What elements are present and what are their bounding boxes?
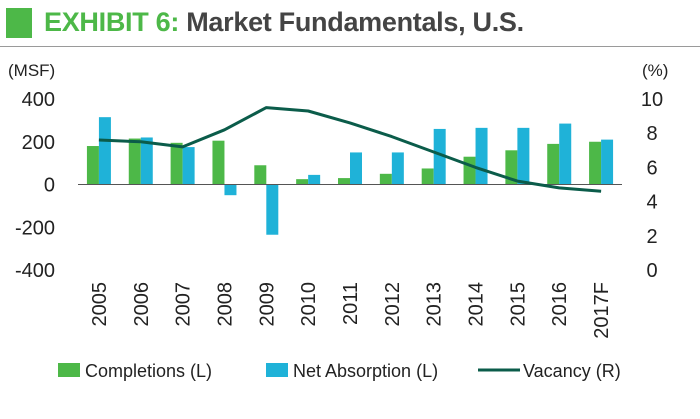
- category-label: 2012: [382, 282, 404, 327]
- right-tick-label: 8: [646, 123, 657, 145]
- completions-bar: [212, 140, 225, 185]
- net-absorption-bar: [308, 174, 321, 185]
- completions-bar: [170, 142, 183, 185]
- completions-bar: [128, 138, 141, 185]
- legend-swatch-completions: [58, 363, 80, 377]
- net-absorption-bar: [601, 139, 614, 185]
- net-absorption-bar: [98, 117, 111, 185]
- chart-header: EXHIBIT 6: Market Fundamentals, U.S.: [0, 0, 700, 60]
- completions-bar: [338, 178, 350, 185]
- net-absorption-bar: [224, 184, 237, 196]
- left-axis-unit: (MSF): [8, 61, 55, 80]
- category-label: 2017F: [591, 282, 613, 339]
- completions-bar: [421, 168, 434, 185]
- accent-block: [6, 8, 32, 38]
- completions-bar: [505, 150, 518, 185]
- category-label: 2011: [340, 282, 362, 325]
- net-absorption-bar: [140, 137, 153, 185]
- completions-bar: [254, 165, 267, 185]
- category-label: 2007: [173, 282, 195, 327]
- completions-bar: [547, 143, 560, 185]
- net-absorption-bar: [433, 128, 446, 185]
- category-label: 2006: [131, 282, 153, 327]
- category-label: 2005: [89, 282, 111, 327]
- left-tick-label: 200: [22, 132, 55, 154]
- net-absorption-bar: [559, 123, 572, 185]
- left-tick-label: -200: [15, 217, 55, 239]
- net-absorption-bar: [391, 152, 404, 185]
- category-label: 2009: [256, 282, 278, 327]
- category-label: 2015: [507, 282, 529, 327]
- header-rule: [0, 46, 700, 47]
- completions-bar: [296, 179, 309, 185]
- completions-bar: [463, 156, 476, 185]
- plot-group: 400 200 0 -200 -400 10 8 6 4 2 0 2005 2006 2007 2008 20…: [15, 89, 663, 381]
- right-tick-label: 0: [646, 260, 657, 282]
- legend-label-vacancy: Vacancy (R): [523, 361, 621, 381]
- legend-swatch-net-absorption: [266, 363, 288, 377]
- category-label: 2014: [466, 282, 488, 327]
- title-text: Market Fundamentals, U.S.: [186, 7, 524, 37]
- completions-bar: [86, 146, 99, 185]
- left-tick-label: 400: [22, 89, 55, 111]
- left-tick-label: -400: [15, 260, 55, 282]
- category-label: 2008: [214, 282, 236, 327]
- completions-bar: [379, 173, 392, 185]
- net-absorption-bar: [182, 147, 195, 185]
- chart-title: EXHIBIT 6: Market Fundamentals, U.S.: [44, 7, 524, 38]
- completions-bar: [589, 141, 602, 185]
- right-axis-unit: (%): [642, 61, 668, 80]
- net-absorption-bar: [475, 127, 488, 185]
- net-absorption-bar: [266, 184, 279, 235]
- right-tick-label: 6: [646, 157, 657, 179]
- exhibit-label: EXHIBIT 6:: [44, 7, 180, 37]
- legend-label-completions: Completions (L): [85, 361, 212, 381]
- net-absorption-bar: [350, 152, 362, 185]
- left-tick-label: 0: [44, 175, 55, 197]
- right-tick-label: 2: [646, 226, 657, 248]
- category-label: 2016: [549, 282, 571, 327]
- right-tick-label: 10: [641, 89, 663, 111]
- right-tick-label: 4: [646, 192, 657, 214]
- net-absorption-bar: [517, 127, 530, 185]
- category-label: 2013: [424, 282, 446, 327]
- legend-label-net-absorption: Net Absorption (L): [293, 361, 438, 381]
- category-label: 2010: [298, 282, 320, 327]
